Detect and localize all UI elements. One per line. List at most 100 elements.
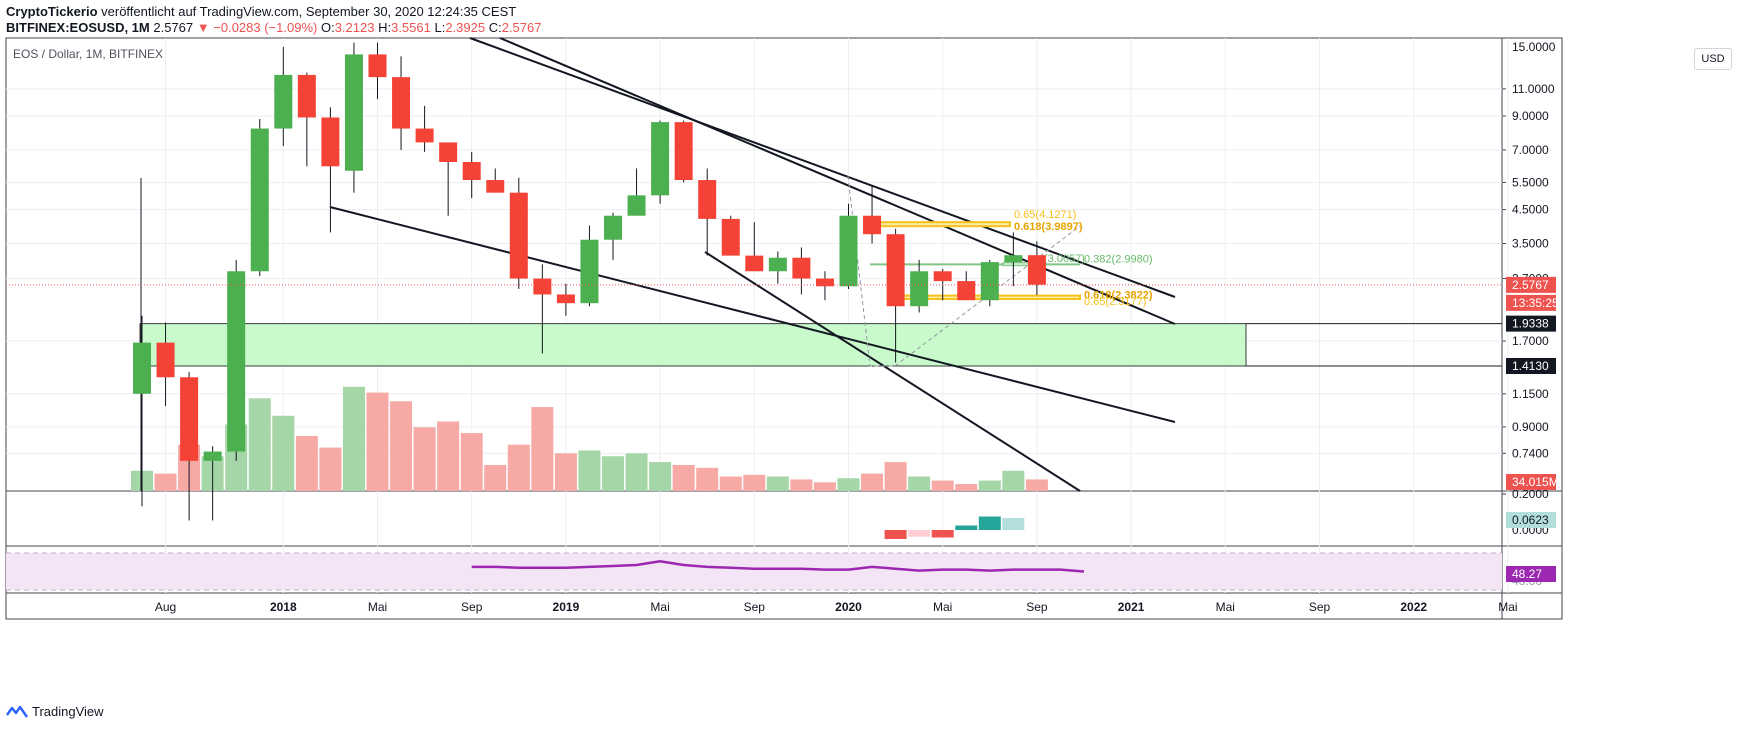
candle [415,105,434,152]
candle [1004,232,1023,287]
volume-bar [696,467,719,491]
brand-label: TradingView [32,704,104,719]
y-tick-label: 9.0000 [1512,109,1549,123]
volume-bar [743,474,766,491]
candle [980,259,999,307]
ohlc-header: BITFINEX:EOSUSD, 1M 2.5767 ▼ −0.0283 (−1… [6,20,541,35]
x-tick-label: Mai [368,600,387,614]
volume-bar [413,427,436,491]
candle-body [509,192,528,279]
level-badge-bg [1506,358,1556,374]
volume-bar [625,453,648,491]
y-tick-label: 1.1500 [1512,387,1549,401]
candle-body [910,271,929,307]
level-badge-bg [1506,315,1556,332]
trend-line [499,37,1176,325]
volume-bar [837,478,860,491]
candle-body [556,294,575,304]
macd-histogram-bar [908,530,931,537]
candle [133,315,151,507]
candle [344,42,363,193]
candle-body [957,281,976,301]
candle [486,168,505,193]
x-tick-label: Mai [1498,600,1517,614]
candle [368,42,387,100]
volume-bars [131,386,1048,491]
volume-bar [484,464,507,491]
volume-bar [672,464,695,491]
author-name[interactable]: CryptoTickerio [6,4,98,19]
macd-histogram-bar [884,530,907,539]
volume-bar [342,386,365,491]
candle-body [580,239,599,304]
open-label: O: [320,20,335,35]
volume-bar [154,473,177,491]
candle [462,151,481,199]
candle-body [1004,255,1023,263]
currency-button[interactable]: USD [1694,48,1732,70]
candle [321,107,340,233]
candle-body [462,162,481,181]
tradingview-brand[interactable]: TradingView [6,704,104,719]
candle [509,177,528,289]
x-tick-label: Aug [155,600,176,614]
candle [815,271,834,301]
candle-body [415,128,434,143]
volume-bar [790,479,813,491]
rsi-band [6,553,1502,590]
volume-bar [1002,470,1025,491]
macd-value-badge: 0.0623 [1512,513,1549,527]
volume-bar [554,453,577,491]
candle [651,120,670,204]
volume-bar [602,456,624,491]
candle-body [133,342,151,394]
fib-label: 0.65(4.1271) [1014,209,1076,221]
x-tick-label: Mai [933,600,952,614]
price-change: −0.0283 (−1.09%) [213,20,318,35]
candle [580,225,599,307]
x-tick-label: 2018 [270,600,297,614]
fib-helper-dashed [894,225,1081,367]
fib-label: 0.65(2.3177) [1084,296,1146,308]
trend-line [329,206,1176,423]
candle [227,259,246,461]
candle [886,228,905,363]
volume-bar [861,473,884,491]
fib-band-upper [875,221,1011,228]
last-price-badge-bg [1506,276,1556,293]
volume-bar [719,476,742,491]
trend-line [469,37,1176,298]
x-tick-label: 2021 [1118,600,1145,614]
candle [768,251,787,284]
candle-body [1027,255,1046,285]
volume-bar [955,484,978,491]
volume-bar [390,401,413,491]
candle [533,264,552,354]
rsi-pane: 40.0048.27 [6,552,1556,591]
candle-body [203,451,222,461]
macd-histogram-bar [931,530,954,538]
volume-bar [295,436,318,491]
candle-body [250,128,269,272]
candle-body [721,218,740,256]
candle-body [274,74,293,129]
volume-bar [507,444,530,491]
volume-bar [319,447,342,491]
date-axis: Aug 2018 Mai Sep 2019 Mai Sep 2020 Mai Sep 2021 Mai… [155,600,1518,614]
x-tick-label: 2022 [1400,600,1427,614]
candle-body [627,195,646,216]
rsi-line [471,560,1085,573]
countdown-badge-bg [1506,294,1556,311]
publish-header: CryptoTickerio veröffentlicht auf Tradin… [6,4,516,19]
candle [297,72,316,167]
price-axis: 15.0000 11.0000 9.0000 7.0000 5.5000 4.5000 3.… [1502,40,1559,501]
candle-body [533,278,552,295]
level-badge: 1.9338 [1512,317,1549,331]
candle [156,322,175,407]
candle-body [698,180,717,219]
last-price-badge: 2.5767 [1512,278,1549,292]
volume-bar [813,482,836,491]
candle-body [933,271,952,282]
macd-histogram-bar [978,516,1001,530]
